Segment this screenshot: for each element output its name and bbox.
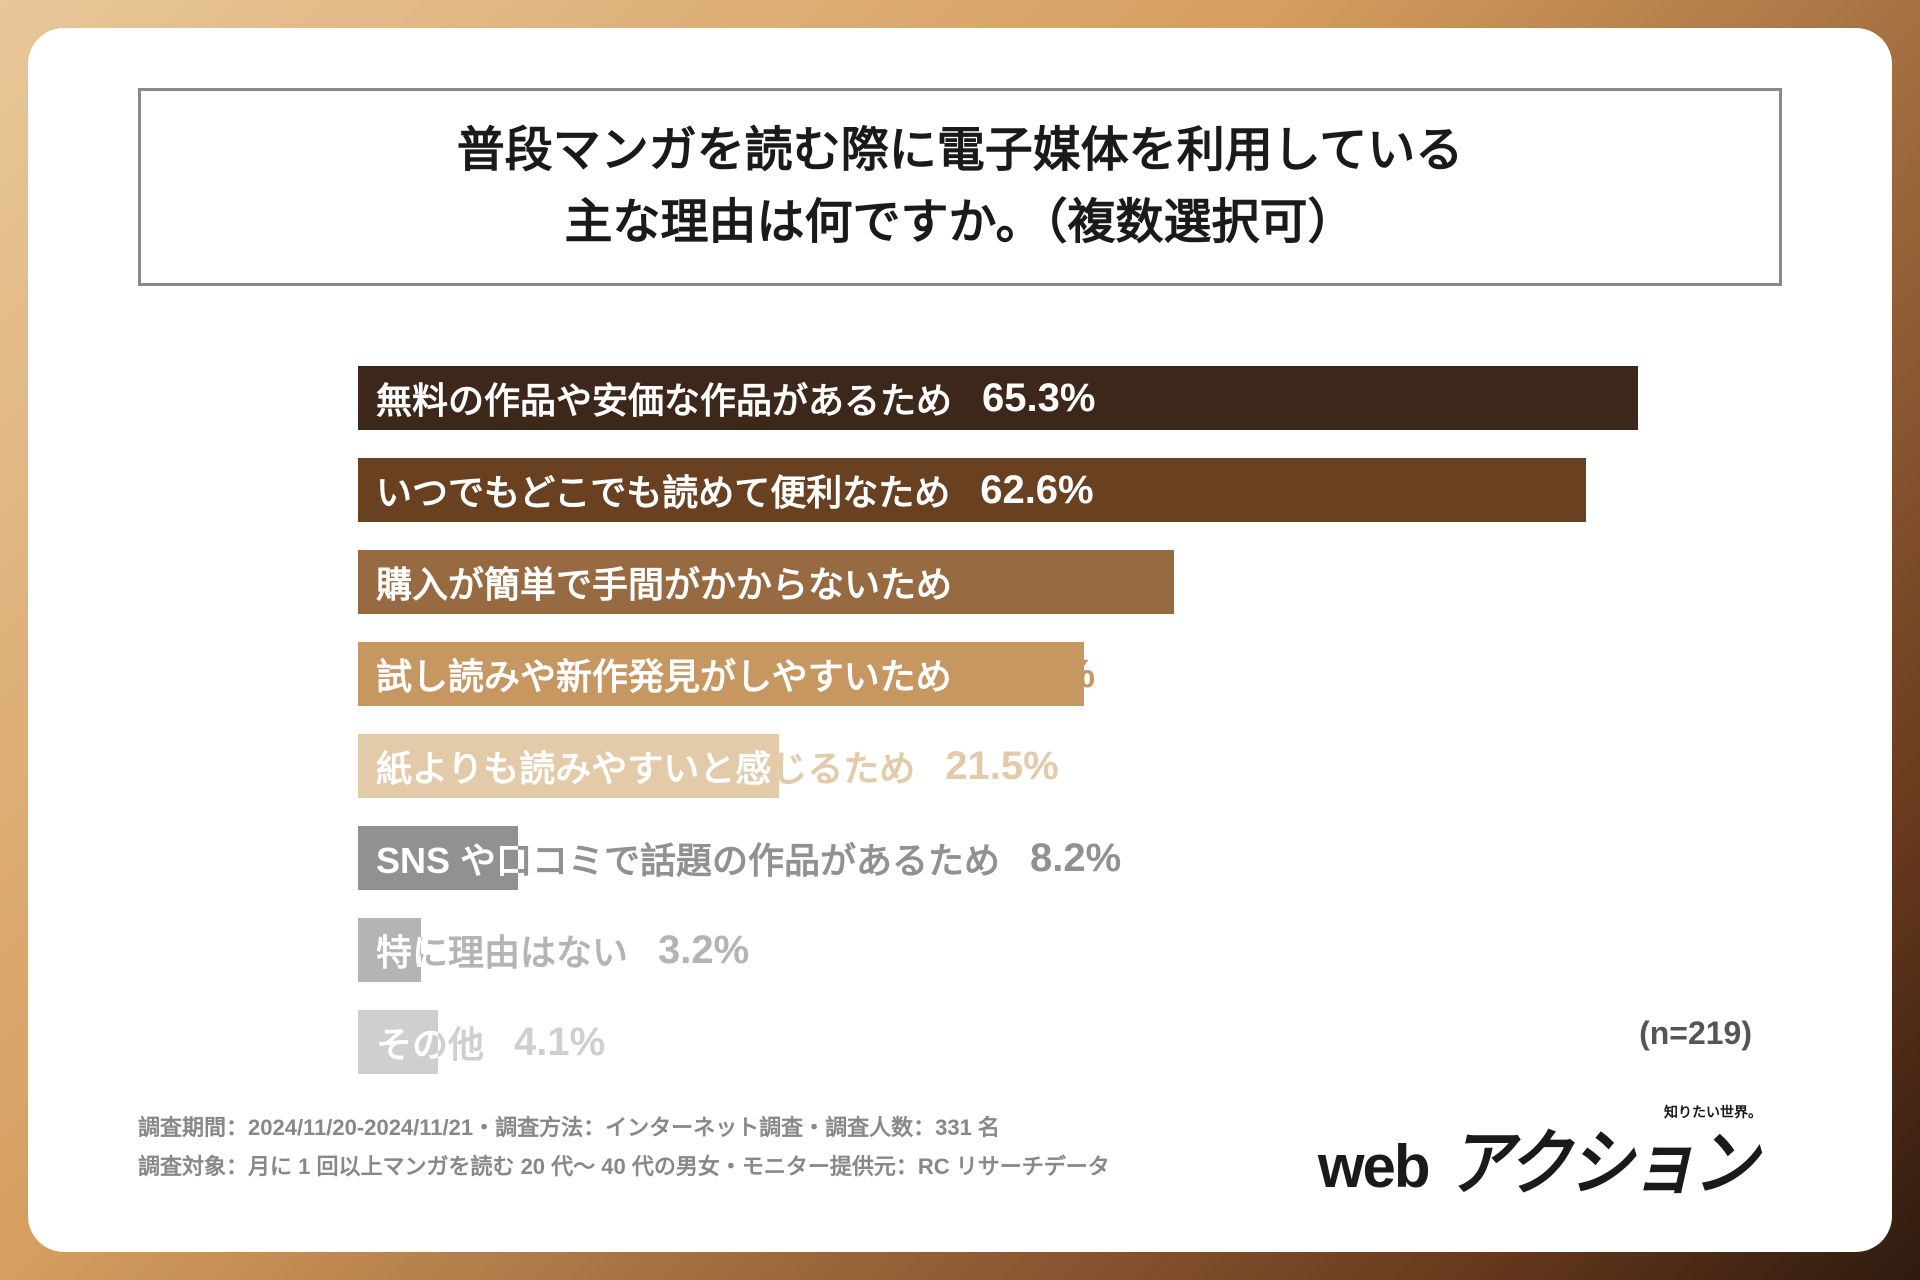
bar-value: 65.3% (982, 376, 1095, 421)
bar-value: 62.6% (980, 468, 1093, 513)
bar-value: 21.5% (945, 744, 1058, 789)
bar-row: 試し読みや新作発見がしやすいため37.0%試し読みや新作発見がしやすいため (358, 642, 1682, 706)
title-line1: 普段マンガを読む際に電子媒体を利用している (457, 124, 1464, 177)
bar-label: 無料の作品や安価な作品があるため (376, 372, 952, 424)
bar-row: 購入が簡単で手間がかからないため41.6%購入が簡単で手間がかからないため (358, 550, 1682, 614)
bar-label-clip: 紙よりも読みやすいと感じるため (376, 740, 779, 792)
outer-frame: 普段マンガを読む際に電子媒体を利用している 主な理由は何ですか。（複数選択可） … (0, 0, 1920, 1280)
title-text: 普段マンガを読む際に電子媒体を利用している 主な理由は何ですか。（複数選択可） (181, 115, 1739, 259)
bar-text-line: 特に理由はない 3.2% (376, 924, 749, 976)
bar-row: SNS や口コミで話題の作品があるため8.2%SNS や口コミで話題の作品がある… (358, 826, 1682, 890)
footer-line1: 調査期間：2024/11/20-2024/11/21・調査方法：インターネット調… (138, 1108, 1110, 1148)
logo-tagline: 知りたい世界。 (1664, 1102, 1762, 1122)
bar-row: 特に理由はない 3.2%特に理由はない (358, 918, 1682, 982)
footer-meta: 調査期間：2024/11/20-2024/11/21・調査方法：インターネット調… (138, 1108, 1110, 1187)
bar-label-clip: 特に理由はない (376, 924, 421, 976)
logo: web アクション (1318, 1132, 1772, 1197)
footer-line2: 調査対象：月に 1 回以上マンガを読む 20 代～ 40 代の男女・モニター提供… (138, 1147, 1110, 1187)
bar-row: 紙よりも読みやすいと感じるため21.5%紙よりも読みやすいと感じるため (358, 734, 1682, 798)
bar-row: その他4.1%その他 (358, 1010, 1682, 1074)
title-box: 普段マンガを読む際に電子媒体を利用している 主な理由は何ですか。（複数選択可） (138, 88, 1782, 286)
bar-value: 8.2% (1030, 836, 1121, 881)
bar-value: 3.2% (658, 928, 749, 973)
bar-label-clip: 試し読みや新作発見がしやすいため (376, 648, 1084, 700)
bar-label-clip: その他 (376, 1016, 438, 1068)
title-line2: 主な理由は何ですか。（複数選択可） (564, 196, 1355, 249)
bar-label-clip: 購入が簡単で手間がかからないため (376, 556, 1174, 608)
bar-row: 無料の作品や安価な作品があるため 65.3% (358, 366, 1682, 430)
chart-area: 無料の作品や安価な作品があるため 65.3% いつでもどこでも読めて便利なため 62.… (358, 366, 1682, 1074)
bar-label-clip: SNS や口コミで話題の作品があるため (376, 832, 518, 884)
bar: いつでもどこでも読めて便利なため 62.6% (358, 458, 1586, 522)
inner-card: 普段マンガを読む際に電子媒体を利用している 主な理由は何ですか。（複数選択可） … (28, 28, 1892, 1252)
logo-action: アクション (1448, 1132, 1755, 1197)
bar-value: 4.1% (514, 1020, 605, 1065)
logo-web: web (1318, 1137, 1429, 1197)
bar-row: いつでもどこでも読めて便利なため 62.6% (358, 458, 1682, 522)
bar-label: いつでもどこでも読めて便利なため (376, 464, 950, 516)
sample-size: (n=219) (1639, 1015, 1752, 1052)
bar: 無料の作品や安価な作品があるため 65.3% (358, 366, 1638, 430)
